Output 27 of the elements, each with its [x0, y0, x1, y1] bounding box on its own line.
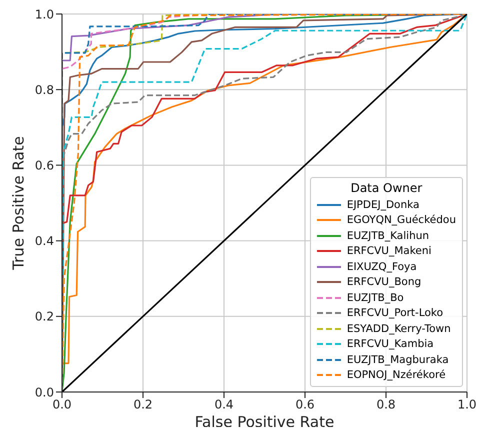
legend-label: ERFCVU_Makeni [346, 245, 432, 258]
y-tick-label: 0.2 [34, 310, 54, 324]
x-tick-label: 0.6 [295, 398, 315, 412]
x-tick-label: 0.4 [214, 398, 234, 412]
legend-label: EUZJTB_Bo [346, 292, 404, 304]
legend-label: EJPDEJ_Donka [346, 198, 420, 211]
y-tick-label: 0.0 [34, 385, 54, 400]
legend-title: Data Owner [350, 181, 424, 195]
y-tick-label: 0.8 [34, 82, 54, 97]
x-tick-label: 0.2 [133, 398, 153, 412]
y-tick-label: 0.4 [34, 234, 54, 248]
legend-label: ESYADD_Kerry-Town [346, 322, 451, 335]
legend-label: ERFCVU_Kambia [346, 338, 434, 350]
legend-label: EUZJTB_Kalihun [346, 230, 430, 242]
x-axis-title: False Positive Rate [194, 413, 334, 431]
x-tick-label: 0.0 [52, 398, 72, 412]
y-tick-label: 0.6 [34, 158, 54, 172]
legend-label: EUZJTB_Magburaka [346, 354, 449, 366]
legend-label: EGOYQN_Guéckédou [346, 214, 456, 226]
x-tick-label: 1.0 [457, 398, 477, 412]
y-axis-title: True Positive Rate [9, 136, 28, 271]
legend-label: EOPNOJ_Nzérékoré [346, 369, 446, 382]
legend-label: EIXUZQ_Foya [346, 260, 417, 273]
x-tick-label: 0.8 [376, 398, 396, 412]
legend-label: ERFCVU_Port-Loko [346, 307, 444, 320]
y-tick-label: 1.0 [34, 7, 54, 22]
legend-label: ERFCVU_Bong [346, 276, 422, 288]
